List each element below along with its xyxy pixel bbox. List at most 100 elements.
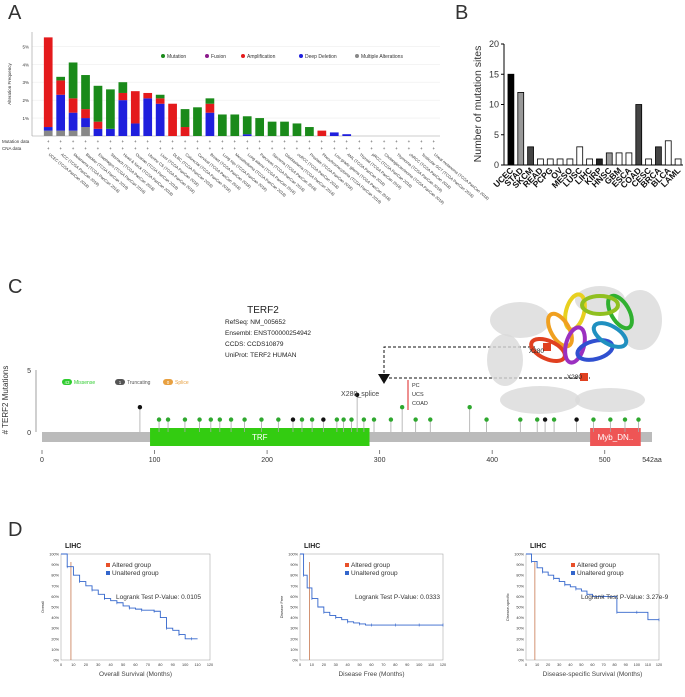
a-mutation-data-marker: + — [72, 139, 75, 144]
d-x-tick-label: 60 — [133, 663, 137, 667]
c-lollipop-head — [259, 417, 264, 422]
a-mutation-data-marker: + — [432, 139, 435, 144]
c-domain-box — [590, 428, 641, 446]
d-x-tick-label: 30 — [334, 663, 338, 667]
a-bar-segment — [81, 109, 90, 119]
d-x-tick-label: 50 — [357, 663, 361, 667]
c-gene-title: TERF2 — [247, 305, 279, 316]
c-structure-shadow — [575, 388, 645, 412]
d-legend-label: Unaltered group — [577, 570, 624, 577]
d-plot-area — [60, 553, 211, 661]
a-mutation-data-marker: + — [283, 139, 286, 144]
c-lollipop-head — [217, 417, 223, 422]
a-bar-segment — [43, 130, 53, 136]
c-lollipop-head — [413, 417, 418, 422]
b-bar — [645, 158, 652, 166]
c-lollipop-head — [197, 417, 202, 422]
a-bar-segment — [130, 91, 140, 124]
d-y-tick-label: 40% — [290, 616, 298, 620]
d-x-tick-label: 70 — [146, 663, 150, 667]
a-mutation-data-marker: + — [246, 139, 249, 144]
d-y-tick-label: 90% — [51, 563, 59, 567]
a-mutation-data-marker: + — [271, 139, 274, 144]
a-y-tick-label: 5% — [22, 44, 29, 49]
a-cna-data-marker: + — [432, 146, 435, 151]
a-mutation-data-marker: + — [209, 139, 212, 144]
d-x-tick-label: 60 — [369, 663, 373, 667]
c-domain-box — [150, 428, 370, 446]
d-legend-label: Altered group — [351, 562, 390, 569]
a-y-tick-label: 1% — [22, 116, 29, 121]
c-lollipop-head — [535, 417, 540, 422]
c-lollipop-head — [484, 417, 489, 422]
d-y-tick-label: 60% — [516, 595, 524, 599]
d-x-tick-label: 120 — [207, 663, 213, 667]
c-lollipop-head — [591, 417, 596, 422]
c-structure-site — [580, 373, 588, 381]
a-cna-data-marker: + — [271, 146, 274, 151]
d-survival-curve — [526, 553, 659, 621]
c-hotspot-cancer: COAD — [412, 401, 428, 407]
a-mutation-data-marker: + — [97, 139, 100, 144]
a-mutation-data-marker: + — [321, 139, 324, 144]
a-legend-dot — [355, 54, 359, 58]
a-mutation-data-marker: + — [221, 139, 224, 144]
a-bar-segment — [205, 98, 215, 104]
panel-letter-d: D — [8, 519, 23, 541]
a-bar-segment — [81, 127, 90, 136]
a-mutation-data-marker: + — [233, 139, 236, 144]
a-bar-segment — [217, 114, 227, 136]
d-x-tick-label: 110 — [645, 663, 651, 667]
a-cna-data-marker: + — [383, 146, 386, 151]
c-legend-pill — [163, 379, 173, 385]
b-bar — [517, 92, 525, 166]
c-legend-count: 1 — [119, 380, 122, 385]
a-y-tick-label: 4% — [22, 62, 29, 67]
panel-letter-b: B — [455, 2, 469, 24]
a-bar-segment — [93, 85, 103, 122]
a-mutation-data-marker: + — [146, 139, 149, 144]
c-lollipop-head — [388, 417, 394, 422]
d-x-axis-label: Disease Free (Months) — [338, 671, 404, 678]
c-lollipop-head — [349, 417, 354, 422]
a-bar-segment — [267, 121, 277, 136]
d-survival-curve — [300, 553, 443, 626]
a-cna-data-marker: + — [171, 146, 174, 151]
c-dashed-arrow-1 — [383, 346, 535, 378]
c-structure-ribbon — [546, 311, 574, 349]
d-x-tick-label: 100 — [182, 663, 188, 667]
a-bar-segment — [106, 128, 115, 136]
a-bar-segment — [56, 130, 66, 136]
a-bar-segment — [155, 98, 165, 104]
a-mutation-data-marker: + — [296, 139, 299, 144]
a-cna-data-marker: + — [84, 146, 87, 151]
a-bar-segment — [292, 123, 302, 136]
a-cna-data-marker: + — [333, 146, 336, 151]
c-lollipop-head — [276, 417, 281, 422]
d-pvalue: Logrank Test P-Value: 0.0333 — [355, 594, 440, 601]
a-cna-data-marker: + — [408, 146, 411, 151]
a-mutation-data-marker: + — [159, 139, 162, 144]
d-legend-swatch — [106, 571, 110, 575]
a-bar-segment — [193, 107, 202, 136]
a-mutation-data-marker: + — [408, 139, 411, 144]
a-bar-segment — [342, 134, 352, 136]
c-lollipop-head — [165, 417, 171, 422]
d-legend-label: Altered group — [577, 562, 616, 569]
b-bar — [546, 158, 554, 166]
c-lollipop-head — [341, 417, 346, 422]
d-x-tick-label: 70 — [381, 663, 385, 667]
b-bar — [556, 158, 564, 166]
d-x-tick-label: 120 — [656, 663, 662, 667]
c-x-tick-label: 400 — [486, 457, 498, 464]
a-cna-data-marker: + — [395, 146, 398, 151]
c-lollipop-head — [137, 405, 143, 410]
c-structure-site — [543, 343, 551, 351]
d-x-tick-label: 90 — [624, 663, 628, 667]
c-domain-label: TRF — [252, 433, 268, 442]
c-legend-count: 0 — [167, 380, 170, 385]
b-bar — [527, 146, 534, 166]
d-y-tick-label: 70% — [516, 584, 524, 588]
a-mutation-data-marker: + — [196, 139, 199, 144]
c-lollipop-head — [228, 417, 234, 422]
